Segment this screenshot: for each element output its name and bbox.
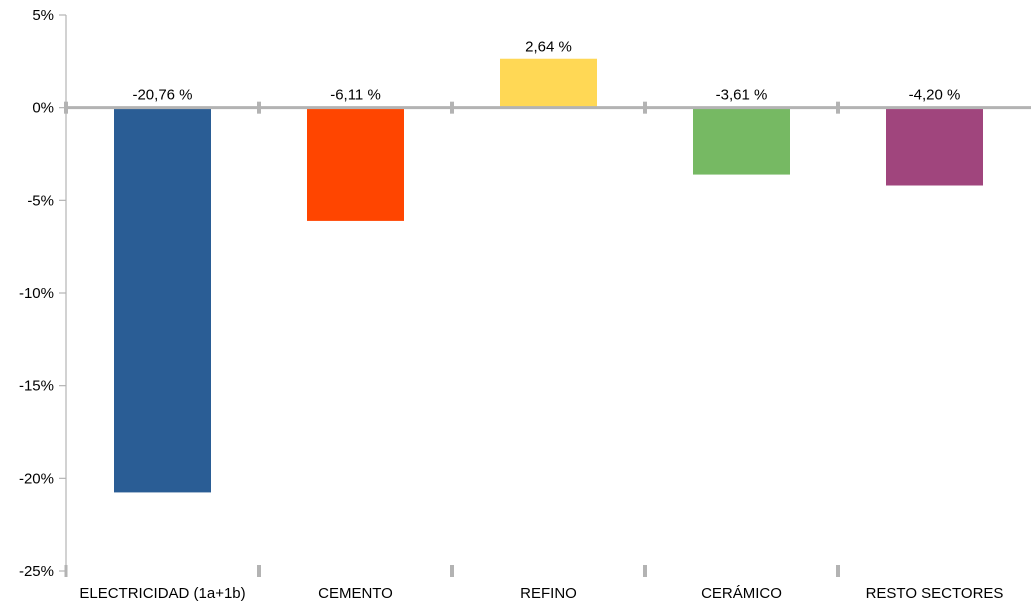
x-tick-label-1: CEMENTO <box>318 585 393 602</box>
y-tick-label: -10% <box>19 285 54 302</box>
data-label-3: -3,61 % <box>716 87 768 104</box>
x-tick-label-4: RESTO SECTORES <box>866 585 1004 602</box>
data-label-1: -6,11 % <box>330 87 381 104</box>
bar-2 <box>500 58 597 108</box>
bars-layer <box>114 58 983 493</box>
y-tick-label: -25% <box>19 563 54 580</box>
data-label-2: 2,64 % <box>525 39 572 56</box>
labels-layer: 5% 0% -5% -10% -15% -20% -25% -20,76 % ELECTRICI… <box>19 7 1003 602</box>
data-label-4: -4,20 % <box>909 87 961 104</box>
x-tick-label-0: ELECTRICIDAD (1a+1b) <box>79 585 245 602</box>
y-tick-label: 5% <box>32 7 54 24</box>
bar-0 <box>114 107 211 493</box>
bar-4 <box>886 107 983 186</box>
bar-1 <box>307 107 404 221</box>
bar-3 <box>693 107 790 175</box>
data-label-0: -20,76 % <box>132 87 192 104</box>
y-tick-label: -5% <box>27 192 54 209</box>
y-tick-label: 0% <box>32 100 54 117</box>
y-tick-label: -20% <box>19 470 54 487</box>
x-tick-label-2: REFINO <box>520 585 577 602</box>
y-tick-label: -15% <box>19 378 54 395</box>
zero-line-layer <box>64 101 1031 114</box>
x-tick-label-3: CERÁMICO <box>701 585 782 602</box>
